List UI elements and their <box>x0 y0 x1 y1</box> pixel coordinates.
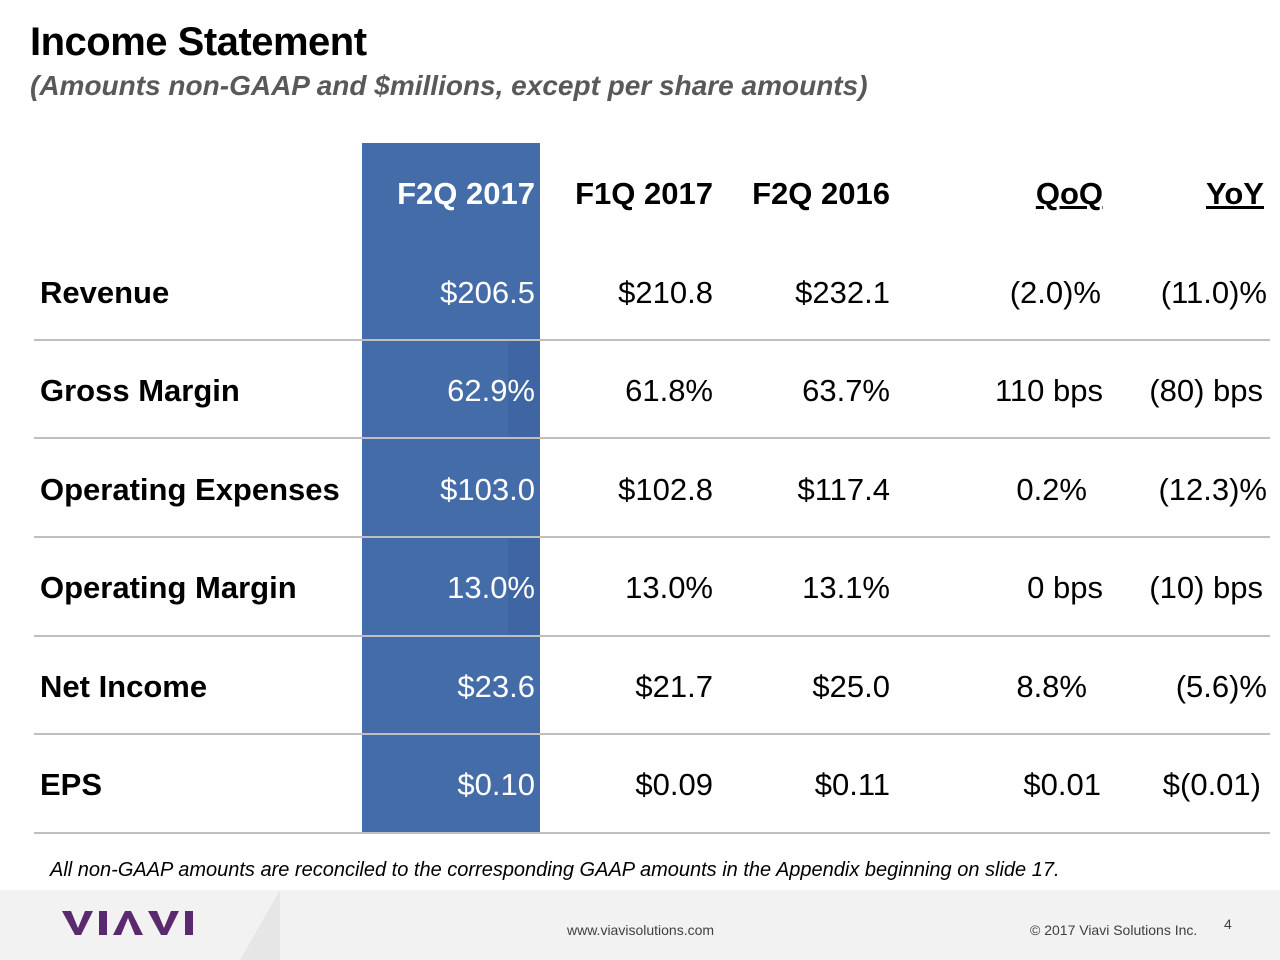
table-cell: 62.9% <box>447 373 535 408</box>
row-label: Operating Margin <box>40 570 297 605</box>
table-cell: 13.0% <box>625 570 713 605</box>
table-cell: $117.4 <box>797 472 890 507</box>
column-header: QoQ <box>1035 176 1103 211</box>
table-cell: $0.01 <box>1023 767 1101 802</box>
row-label: EPS <box>40 767 103 802</box>
table-cell: $102.8 <box>618 472 713 507</box>
table-cell: (2.0)% <box>1009 275 1101 310</box>
table-cell: $232.1 <box>795 275 890 310</box>
table-cell: $23.6 <box>457 669 535 704</box>
table-cell: $0.11 <box>814 767 890 802</box>
table-cell: 63.7% <box>802 373 890 408</box>
table-cell: $206.5 <box>440 275 535 310</box>
table-cell: (5.6)% <box>1175 669 1267 704</box>
row-label: Net Income <box>40 669 208 704</box>
row-label: Operating Expenses <box>40 472 340 507</box>
page-number: 4 <box>1224 916 1232 932</box>
footer-decoration <box>240 890 280 960</box>
table-cell: (80) bps <box>1149 373 1263 408</box>
column-header: F2Q 2017 <box>397 176 535 211</box>
highlight-stripe <box>508 538 540 636</box>
page-subtitle: (Amounts non-GAAP and $millions, except … <box>30 70 868 101</box>
row-label: Revenue <box>40 275 170 310</box>
table-cell: (11.0)% <box>1160 275 1267 310</box>
row-divider <box>34 536 1270 538</box>
table-cell: (10) bps <box>1149 570 1263 605</box>
row-divider <box>34 832 1270 834</box>
row-label: Gross Margin <box>40 373 240 408</box>
footer-copyright: © 2017 Viavi Solutions Inc. <box>1030 922 1198 938</box>
page-title: Income Statement <box>30 20 367 64</box>
table-cell: 13.0% <box>447 570 535 605</box>
table-cell: $25.0 <box>812 669 890 704</box>
highlight-stripe <box>508 340 540 438</box>
table-cell: 61.8% <box>625 373 713 408</box>
table-cell: $21.7 <box>635 669 713 704</box>
column-header: F2Q 2016 <box>752 176 890 211</box>
table-cell: (12.3)% <box>1158 472 1267 507</box>
table-cell: $103.0 <box>440 472 535 507</box>
viavi-logo <box>62 909 196 942</box>
table-cell: $0.10 <box>457 767 535 802</box>
row-divider <box>34 437 1270 439</box>
column-header: F1Q 2017 <box>575 176 713 211</box>
table-cell: $0.09 <box>635 767 713 802</box>
table-cell: 8.8% <box>1016 669 1087 704</box>
table-cell: $210.8 <box>618 275 713 310</box>
table-cell: 0.2% <box>1016 472 1087 507</box>
footnote: All non-GAAP amounts are reconciled to t… <box>50 859 1060 881</box>
column-header: YoY <box>1206 176 1264 211</box>
row-divider <box>34 733 1270 735</box>
table-cell: 0 bps <box>1027 570 1103 605</box>
table-cell: $(0.01) <box>1162 767 1261 802</box>
table-cell: 13.1% <box>802 570 890 605</box>
row-divider <box>34 339 1270 341</box>
table-cell: 110 bps <box>994 373 1103 408</box>
footer-url: www.viavisolutions.com <box>567 922 715 938</box>
highlight-column <box>362 143 540 834</box>
row-divider <box>34 635 1270 637</box>
footer-bar <box>0 890 1280 960</box>
